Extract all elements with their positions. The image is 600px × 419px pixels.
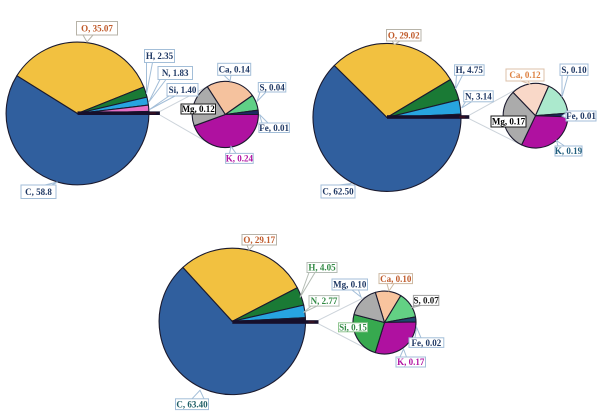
svg-text:Fe, 0.01: Fe, 0.01 bbox=[566, 111, 596, 121]
svg-text:O, 29.17: O, 29.17 bbox=[243, 235, 275, 245]
svg-text:N, 2.77: N, 2.77 bbox=[311, 296, 338, 306]
svg-text:K, 0.24: K, 0.24 bbox=[226, 154, 254, 164]
svg-text:C, 63.40: C, 63.40 bbox=[176, 399, 208, 409]
svg-text:Mg, 0.12: Mg, 0.12 bbox=[182, 104, 216, 114]
svg-text:H, 4.75: H, 4.75 bbox=[456, 65, 484, 75]
svg-text:C, 58.8: C, 58.8 bbox=[25, 187, 52, 197]
svg-text:N, 1.83: N, 1.83 bbox=[162, 68, 189, 78]
svg-text:K, 0.19: K, 0.19 bbox=[555, 146, 583, 156]
svg-text:H, 4.05: H, 4.05 bbox=[308, 263, 336, 273]
svg-text:Si, 0.15: Si, 0.15 bbox=[339, 323, 367, 333]
svg-text:N, 3.14: N, 3.14 bbox=[465, 92, 492, 102]
svg-text:Ca, 0.10: Ca, 0.10 bbox=[380, 274, 412, 284]
svg-text:O, 35.07: O, 35.07 bbox=[81, 23, 113, 33]
svg-text:Fe, 0.02: Fe, 0.02 bbox=[412, 338, 442, 348]
svg-text:Fe, 0.01: Fe, 0.01 bbox=[259, 123, 289, 133]
svg-text:H, 2.35: H, 2.35 bbox=[146, 51, 174, 61]
svg-text:K, 0.17: K, 0.17 bbox=[397, 357, 425, 367]
svg-text:Mg, 0.10: Mg, 0.10 bbox=[333, 280, 367, 290]
svg-text:O, 29.02: O, 29.02 bbox=[388, 31, 420, 41]
svg-text:Mg, 0.17: Mg, 0.17 bbox=[492, 117, 526, 127]
svg-text:S, 0.07: S, 0.07 bbox=[413, 296, 439, 306]
svg-text:C, 62.50: C, 62.50 bbox=[322, 187, 354, 197]
svg-text:Ca, 0.12: Ca, 0.12 bbox=[509, 70, 541, 80]
svg-text:S, 0.04: S, 0.04 bbox=[259, 83, 285, 93]
svg-text:Ca, 0.14: Ca, 0.14 bbox=[219, 65, 251, 75]
svg-text:S, 0.10: S, 0.10 bbox=[561, 65, 587, 75]
svg-text:Si, 1.40: Si, 1.40 bbox=[169, 85, 197, 95]
